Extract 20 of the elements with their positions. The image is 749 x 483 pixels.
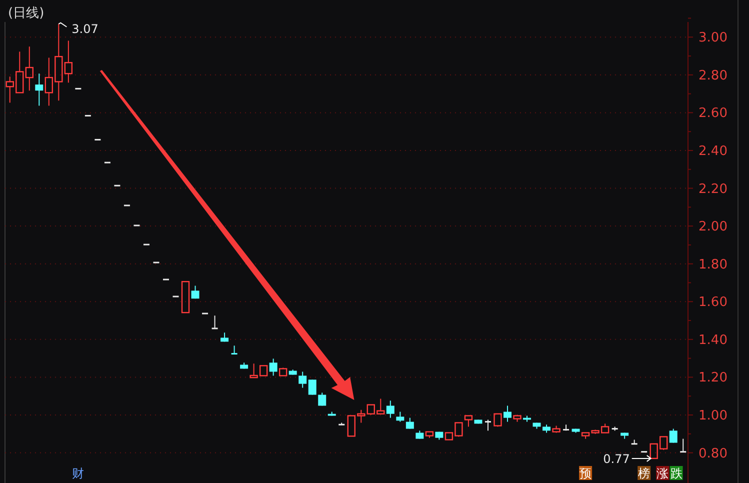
chart-title: (日线) — [8, 6, 44, 21]
annotation: 0.77 — [603, 452, 630, 466]
y-tick-label: 2.80 — [698, 68, 728, 84]
y-tick-label: 2.40 — [698, 144, 728, 159]
y-tick-label: 1.60 — [698, 295, 728, 310]
y-tick-label: 2.20 — [698, 182, 728, 197]
y-tick-label: 3.00 — [698, 30, 728, 46]
y-tick-label: 1.00 — [698, 408, 728, 424]
y-tick-label: 2.60 — [698, 106, 728, 122]
annotation: 涨 — [656, 466, 669, 480]
y-tick-label: 0.80 — [698, 446, 728, 462]
annotation: 财 — [72, 466, 84, 480]
y-tick-label: 1.80 — [698, 257, 728, 272]
y-tick-label: 1.20 — [698, 370, 728, 386]
y-tick-label: 1.40 — [698, 332, 728, 348]
annotation: 榜 — [638, 466, 650, 480]
annotation: 3.07 — [72, 22, 98, 36]
annotation: 预 — [580, 466, 592, 480]
annotation: 跌 — [670, 466, 682, 480]
y-tick-label: 2.00 — [698, 220, 728, 235]
